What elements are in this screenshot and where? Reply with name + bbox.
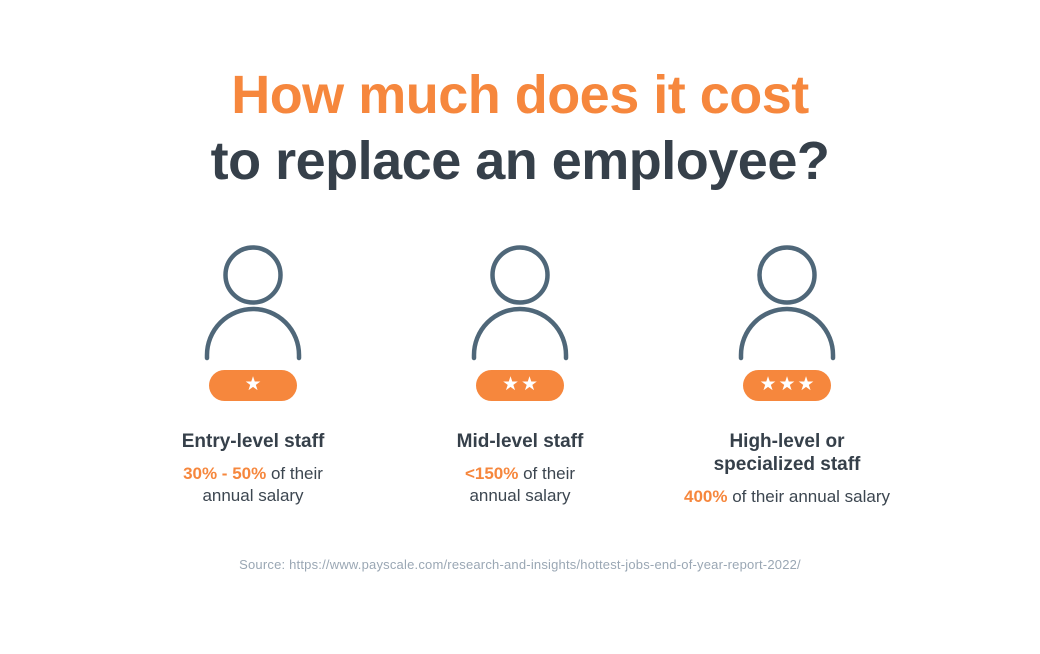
star-icon: ★★★ [759, 374, 817, 395]
person-outline-icon [738, 245, 836, 361]
tier-column-mid-level: ★★ Mid-level staff <150% of their annual… [387, 245, 654, 508]
person-outline-icon [471, 245, 569, 361]
cost-highlight: 400% [683, 487, 728, 506]
cost-text: of their [518, 464, 576, 483]
cost-text: of their annual salary [727, 487, 891, 506]
tier-cost-detail: <150% of their annual salary [465, 463, 575, 507]
star-rating-badge: ★★★ [743, 370, 831, 401]
star-icon: ★ [244, 374, 264, 395]
cost-line-1: 400% of their annual salary [684, 486, 890, 508]
cost-text: of their [266, 464, 323, 483]
star-rating-badge: ★ [209, 370, 297, 401]
star-rating-badge: ★★ [476, 370, 564, 401]
cost-line-1: 30% - 50% of their [183, 463, 323, 485]
cost-highlight: <150% [464, 464, 519, 483]
person-outline-icon [204, 245, 302, 361]
page-title: How much does it cost to replace an empl… [0, 62, 1040, 194]
cost-line-2: annual salary [469, 486, 571, 505]
tier-label: High-level or specialized staff [713, 431, 861, 475]
tier-label: Mid-level staff [456, 431, 584, 452]
tier-column-high-level: ★★★ High-level or specialized staff 400%… [654, 245, 921, 508]
cost-highlight: 30% - 50% [183, 464, 267, 483]
star-icon: ★★ [501, 374, 541, 395]
tier-column-entry-level: ★ Entry-level staff 30% - 50% of their a… [120, 245, 387, 508]
cost-line-2: annual salary [202, 486, 304, 505]
title-line-2: to replace an employee? [210, 131, 830, 191]
title-line-1: How much does it cost [231, 65, 809, 125]
tier-label: Entry-level staff [181, 431, 325, 452]
tier-cost-detail: 30% - 50% of their annual salary [183, 463, 323, 507]
tier-columns: ★ Entry-level staff 30% - 50% of their a… [0, 245, 1040, 508]
source-citation: Source: https://www.payscale.com/researc… [239, 557, 801, 572]
cost-line-1: <150% of their [465, 463, 575, 485]
tier-cost-detail: 400% of their annual salary [684, 486, 890, 508]
